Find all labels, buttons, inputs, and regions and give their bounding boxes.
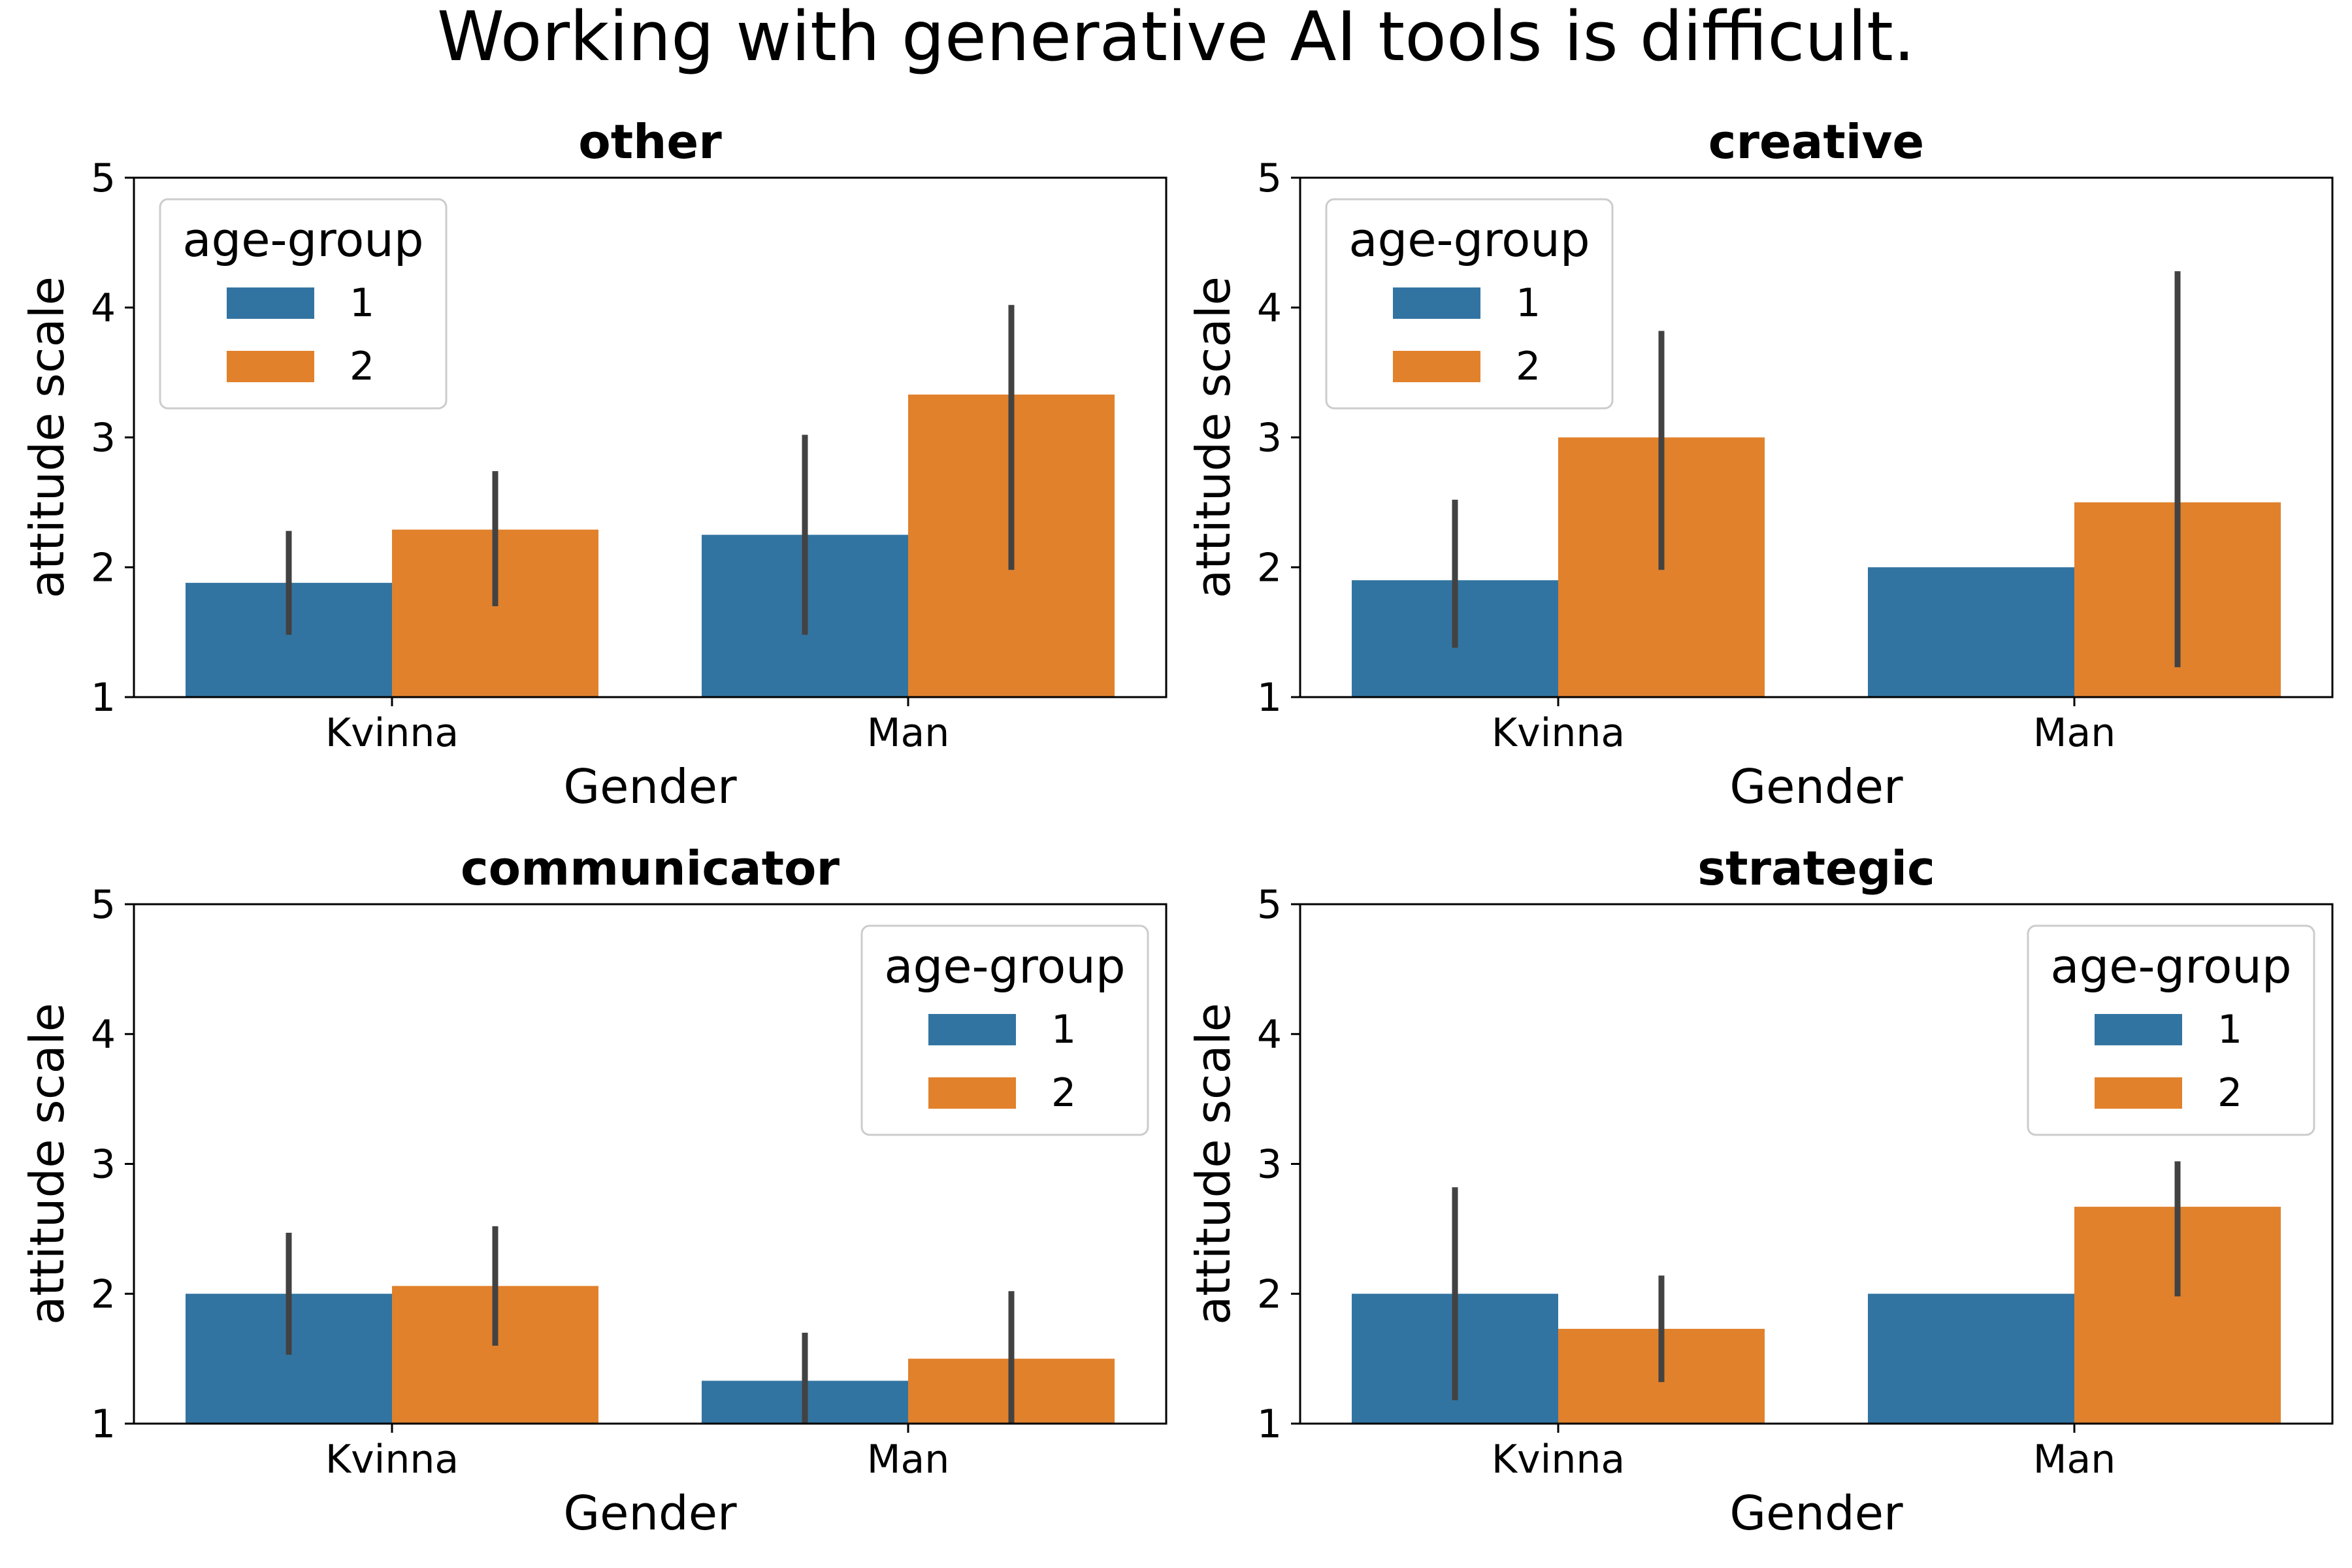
x-tick-label-kvinna: Kvinna — [325, 710, 459, 756]
y-tick-label: 1 — [91, 1401, 116, 1447]
legend-label-2: 2 — [1051, 1070, 1076, 1116]
y-tick-label: 4 — [91, 286, 116, 331]
y-axis-label: attitude scale — [20, 1003, 74, 1325]
y-tick-label: 2 — [1257, 1271, 1282, 1317]
x-tick-label-man: Man — [867, 710, 950, 756]
x-tick-label-kvinna: Kvinna — [1492, 1437, 1625, 1482]
y-tick-label: 2 — [91, 545, 116, 591]
chart-panel-communicator: communicator 1 2 3 4 5 Kvinna Man Gender attitude… — [20, 841, 1168, 1541]
legend-swatch-2 — [928, 1077, 1016, 1109]
y-axis-label: attitude scale — [1186, 276, 1241, 598]
legend-title: age-group — [2050, 939, 2291, 994]
y-tick-label: 5 — [91, 155, 116, 201]
y-tick-label: 3 — [91, 1142, 116, 1188]
legend-label-1: 1 — [1516, 280, 1541, 326]
bar-man-age-group-1 — [1868, 567, 2074, 697]
chart-panels: other 1 2 3 4 5 Kvinna Man Gender attitude scale a… — [20, 114, 2334, 1541]
legend-label-2: 2 — [1516, 344, 1541, 389]
legend-label-2: 2 — [350, 344, 374, 389]
chart-panel-creative: creative 1 2 3 4 5 Kvinna Man Gender attitude sca… — [1186, 114, 2334, 814]
legend-swatch-1 — [227, 287, 314, 319]
legend: age-group 1 2 — [159, 198, 448, 410]
y-tick-label: 3 — [91, 416, 116, 461]
y-tick-label: 4 — [91, 1012, 116, 1058]
legend-swatch-1 — [1393, 287, 1480, 319]
legend-swatch-2 — [2095, 1077, 2182, 1109]
y-tick-label: 4 — [1257, 1012, 1282, 1058]
legend: age-group 1 2 — [1325, 198, 1614, 410]
panel-title: communicator — [461, 841, 840, 896]
chart-panel-other: other 1 2 3 4 5 Kvinna Man Gender attitude scale a… — [20, 114, 1168, 814]
y-tick-label: 2 — [1257, 545, 1282, 591]
y-axis-label: attitude scale — [20, 276, 74, 598]
x-axis-label: Gender — [1729, 1486, 1903, 1541]
y-tick-label: 5 — [1257, 155, 1282, 201]
x-tick-label-man: Man — [2033, 710, 2116, 756]
legend-title: age-group — [182, 212, 423, 267]
x-axis-label: Gender — [1729, 759, 1903, 814]
y-tick-label: 5 — [91, 882, 116, 928]
y-tick-label: 5 — [1257, 882, 1282, 928]
x-tick-label-kvinna: Kvinna — [325, 1437, 459, 1482]
legend: age-group 1 2 — [2027, 924, 2315, 1136]
x-tick-label-kvinna: Kvinna — [1492, 710, 1625, 756]
y-tick-label: 2 — [91, 1271, 116, 1317]
panel-title: other — [578, 114, 722, 169]
legend-swatch-1 — [2095, 1014, 2182, 1045]
legend-label-1: 1 — [350, 280, 374, 326]
y-tick-label: 1 — [1257, 675, 1282, 721]
legend-swatch-1 — [928, 1014, 1016, 1045]
x-axis-label: Gender — [563, 759, 737, 814]
x-tick-label-man: Man — [2033, 1437, 2116, 1482]
y-tick-label: 3 — [1257, 416, 1282, 461]
legend-label-1: 1 — [2217, 1007, 2242, 1053]
legend-label-1: 1 — [1051, 1007, 1076, 1053]
x-axis-label: Gender — [563, 1486, 737, 1541]
legend-swatch-2 — [1393, 351, 1480, 382]
legend-title: age-group — [884, 939, 1125, 994]
legend: age-group 1 2 — [860, 924, 1149, 1136]
legend-title: age-group — [1348, 212, 1590, 267]
chart-panel-strategic: strategic 1 2 3 4 5 Kvinna Man Gender attitude sc… — [1186, 841, 2334, 1541]
panel-title: strategic — [1697, 841, 1935, 896]
legend-label-2: 2 — [2217, 1070, 2242, 1116]
y-axis-label: attitude scale — [1186, 1003, 1241, 1325]
x-tick-label-man: Man — [867, 1437, 950, 1482]
figure-title: Working with generative AI tools is diff… — [437, 0, 1915, 76]
bar-man-age-group-1 — [1868, 1294, 2074, 1424]
y-tick-label: 1 — [91, 675, 116, 721]
panel-title: creative — [1708, 114, 1924, 169]
legend-swatch-2 — [227, 351, 314, 382]
y-tick-label: 3 — [1257, 1142, 1282, 1188]
y-tick-label: 1 — [1257, 1401, 1282, 1447]
y-tick-label: 4 — [1257, 286, 1282, 331]
